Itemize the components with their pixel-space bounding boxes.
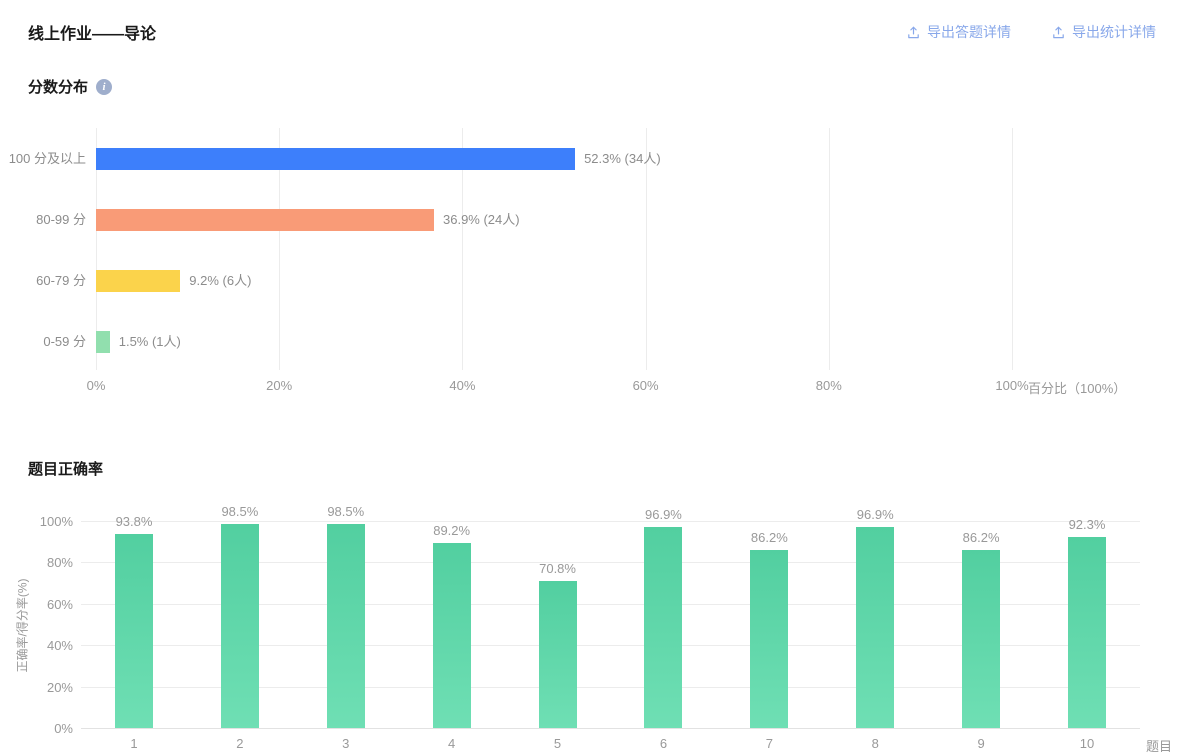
- y-tick-label: 20%: [46, 679, 73, 695]
- x-tick-label: 4: [448, 736, 456, 751]
- x-tick-label: 3: [342, 736, 350, 751]
- y-tick-label: 60%: [46, 596, 73, 612]
- bar-value-label: 89.2%: [433, 523, 471, 539]
- upload-icon: [906, 25, 921, 40]
- export-stats-label: 导出统计详情: [1072, 24, 1156, 40]
- score-bar[interactable]: [96, 331, 110, 353]
- y-tick-label: 80%: [46, 555, 73, 571]
- bar-value-label: 96.9%: [856, 507, 894, 523]
- accuracy-bar[interactable]: [432, 543, 471, 728]
- bar-value-label: 86.2%: [750, 529, 788, 545]
- x-tick-label: 20%: [266, 378, 293, 393]
- x-tick-label: 6: [659, 736, 668, 751]
- accuracy-bar[interactable]: [326, 524, 365, 728]
- x-tick-label: 2: [236, 736, 244, 751]
- question-section-header: 题目正确率: [28, 458, 103, 479]
- bar-value-label: 9.2% (6人): [189, 273, 252, 288]
- category-label: 60-79 分: [36, 273, 86, 288]
- accuracy-bar[interactable]: [856, 527, 895, 728]
- x-tick-label: 10: [1079, 736, 1095, 751]
- gridline: [81, 686, 1140, 688]
- gridline: [462, 128, 464, 370]
- export-answers-button[interactable]: 导出答题详情: [906, 22, 1011, 42]
- accuracy-bar[interactable]: [750, 549, 789, 728]
- x-tick-label: 60%: [632, 378, 659, 393]
- gridline: [645, 128, 647, 370]
- x-tick-label: 7: [765, 736, 773, 751]
- x-tick-label: 80%: [815, 378, 842, 393]
- accuracy-bar[interactable]: [644, 527, 683, 728]
- accuracy-bar[interactable]: [115, 533, 153, 728]
- category-label: 100 分及以上: [8, 151, 86, 166]
- category-label: 80-99 分: [36, 212, 86, 227]
- x-axis-title: 百分比（100%）: [1028, 381, 1127, 396]
- info-icon[interactable]: i: [96, 78, 113, 95]
- gridline: [81, 645, 1140, 647]
- bar-value-label: 52.3% (34人): [584, 151, 661, 166]
- export-actions: 导出答题详情 导出统计详情: [906, 22, 1156, 42]
- accuracy-bar[interactable]: [538, 581, 577, 728]
- x-tick-label: 5: [553, 736, 562, 751]
- score-section-title: 分数分布: [28, 79, 89, 96]
- category-label: 0-59 分: [43, 334, 86, 349]
- score-section-header: 分数分布 i: [28, 76, 113, 97]
- bar-value-label: 70.8%: [539, 561, 576, 577]
- score-bar[interactable]: [96, 148, 576, 170]
- gridline: [1012, 128, 1013, 370]
- score-bar[interactable]: [96, 270, 181, 292]
- accuracy-bar[interactable]: [220, 524, 259, 728]
- bar-value-label: 93.8%: [115, 513, 153, 529]
- x-tick-label: 9: [977, 736, 985, 751]
- upload-icon: [1051, 25, 1066, 40]
- bar-value-label: 92.3%: [1068, 516, 1106, 532]
- bar-value-label: 36.9% (24人): [443, 212, 520, 227]
- accuracy-bar[interactable]: [1068, 536, 1106, 728]
- y-axis-title: 正确率/得分率(%): [15, 578, 30, 672]
- bar-value-label: 98.5%: [327, 504, 365, 520]
- page-title: 线上作业——导论: [28, 26, 157, 43]
- accuracy-bar[interactable]: [962, 549, 1001, 728]
- bar-value-label: 86.2%: [962, 529, 1000, 545]
- x-tick-label: 8: [871, 736, 879, 751]
- x-tick-label: 1: [130, 736, 138, 751]
- x-tick-label: 0%: [86, 378, 106, 393]
- gridline: [81, 562, 1140, 564]
- bar-value-label: 1.5% (1人): [118, 334, 181, 349]
- gridline: [81, 521, 1140, 522]
- score-bar[interactable]: [96, 209, 434, 231]
- gridline: [279, 128, 281, 370]
- gridline: [81, 603, 1140, 605]
- export-stats-button[interactable]: 导出统计详情: [1051, 22, 1156, 42]
- question-section-title: 题目正确率: [28, 461, 104, 478]
- gridline: [81, 728, 1140, 729]
- x-axis-title: 题目: [1146, 739, 1173, 754]
- gridline: [828, 128, 830, 370]
- export-answers-label: 导出答题详情: [927, 24, 1011, 40]
- y-tick-label: 0%: [54, 721, 73, 736]
- y-tick-label: 100%: [39, 514, 73, 529]
- gridline: [96, 128, 97, 370]
- x-tick-label: 40%: [449, 378, 476, 393]
- bar-value-label: 98.5%: [221, 504, 259, 520]
- bar-value-label: 96.9%: [645, 507, 682, 523]
- y-tick-label: 40%: [46, 638, 73, 654]
- x-tick-label: 100%: [995, 378, 1029, 393]
